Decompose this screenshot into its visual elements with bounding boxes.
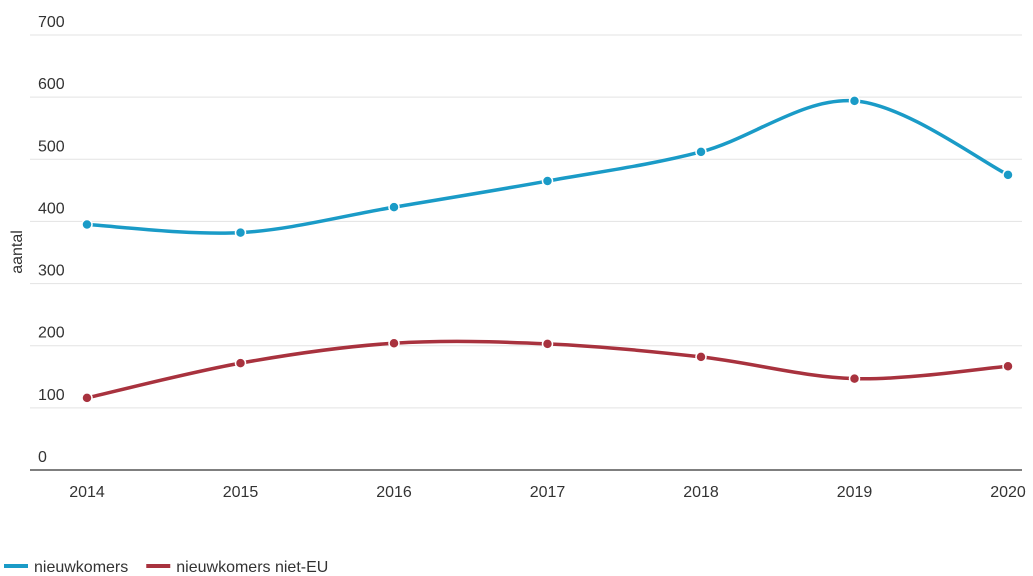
data-point	[1002, 360, 1014, 372]
data-point	[695, 146, 707, 158]
y-tick-label: 500	[38, 138, 65, 155]
y-tick-label: 400	[38, 200, 65, 217]
series-line	[86, 98, 1009, 235]
data-point	[388, 337, 400, 349]
x-tick-label: 2020	[990, 484, 1026, 501]
data-point	[541, 338, 554, 350]
y-axis-label: aantal	[9, 230, 26, 274]
data-point	[234, 226, 247, 239]
data-point	[541, 175, 554, 187]
data-point	[1002, 169, 1014, 181]
x-tick-label: 2016	[376, 484, 412, 501]
data-point	[234, 357, 247, 369]
x-tick-label: 2019	[837, 484, 873, 501]
data-point	[848, 372, 861, 385]
y-tick-label: 600	[38, 76, 65, 93]
y-tick-label: 100	[38, 387, 65, 404]
y-tick-label: 700	[38, 14, 65, 31]
data-point	[695, 351, 707, 363]
series-line	[86, 339, 1009, 400]
x-tick-label: 2015	[223, 484, 259, 501]
x-tick-label: 2018	[683, 484, 719, 501]
legend-label: nieuwkomers niet-EU	[176, 559, 328, 576]
data-point	[848, 95, 861, 107]
y-tick-label: 200	[38, 325, 65, 342]
data-point	[388, 201, 400, 213]
data-point	[81, 392, 93, 404]
legend-label: nieuwkomers	[34, 559, 128, 576]
x-tick-label: 2017	[530, 484, 566, 501]
data-point	[81, 218, 93, 231]
x-tick-label: 2014	[69, 484, 105, 501]
y-tick-label: 300	[38, 263, 65, 280]
y-tick-label: 0	[38, 449, 47, 466]
